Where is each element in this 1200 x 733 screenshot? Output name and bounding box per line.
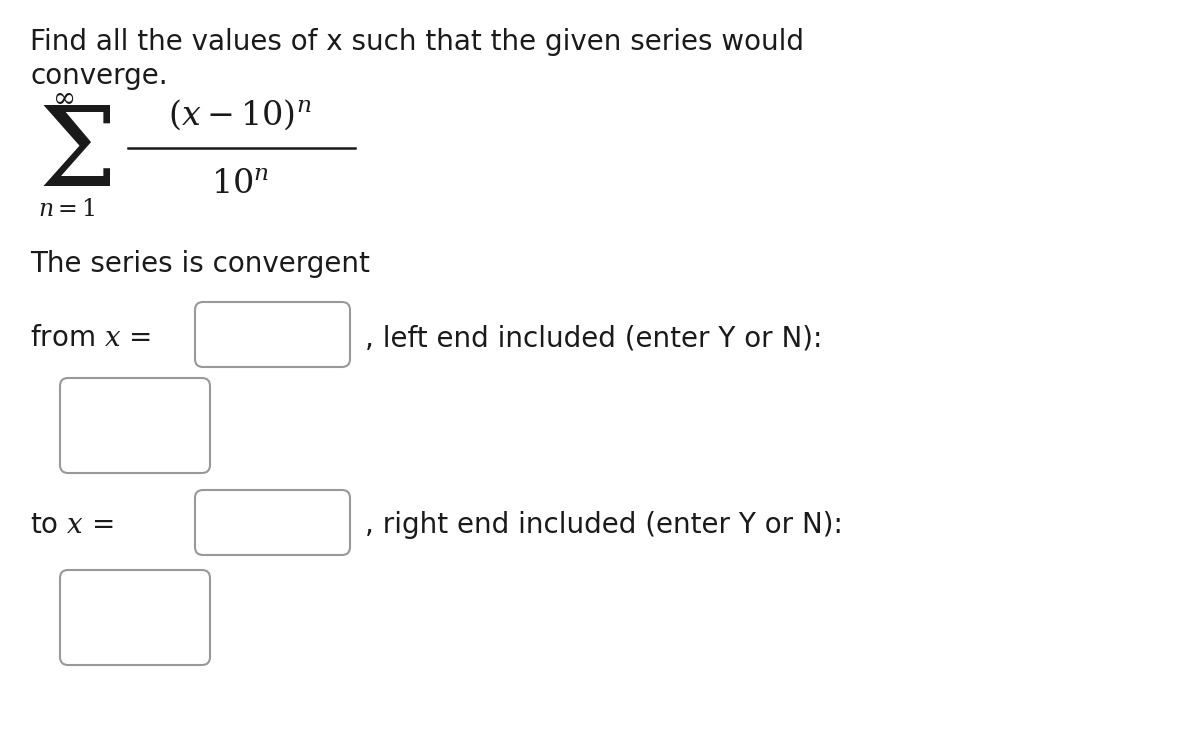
FancyBboxPatch shape (194, 302, 350, 367)
FancyBboxPatch shape (60, 378, 210, 473)
Text: , left end included (enter Y or N):: , left end included (enter Y or N): (365, 324, 822, 352)
Text: from $x$ =: from $x$ = (30, 324, 151, 352)
Text: $10^n$: $10^n$ (211, 169, 269, 201)
Text: Find all the values of x such that the given series would: Find all the values of x such that the g… (30, 28, 804, 56)
FancyBboxPatch shape (60, 570, 210, 665)
Text: , right end included (enter Y or N):: , right end included (enter Y or N): (365, 511, 842, 539)
Text: $\infty$: $\infty$ (52, 84, 74, 111)
Text: $\Sigma$: $\Sigma$ (38, 101, 112, 208)
Text: The series is convergent: The series is convergent (30, 250, 370, 278)
Text: $(x - 10)^n$: $(x - 10)^n$ (168, 97, 312, 132)
Text: to $x$ =: to $x$ = (30, 511, 114, 539)
Text: converge.: converge. (30, 62, 168, 90)
Text: $n=1$: $n=1$ (38, 199, 96, 221)
FancyBboxPatch shape (194, 490, 350, 555)
